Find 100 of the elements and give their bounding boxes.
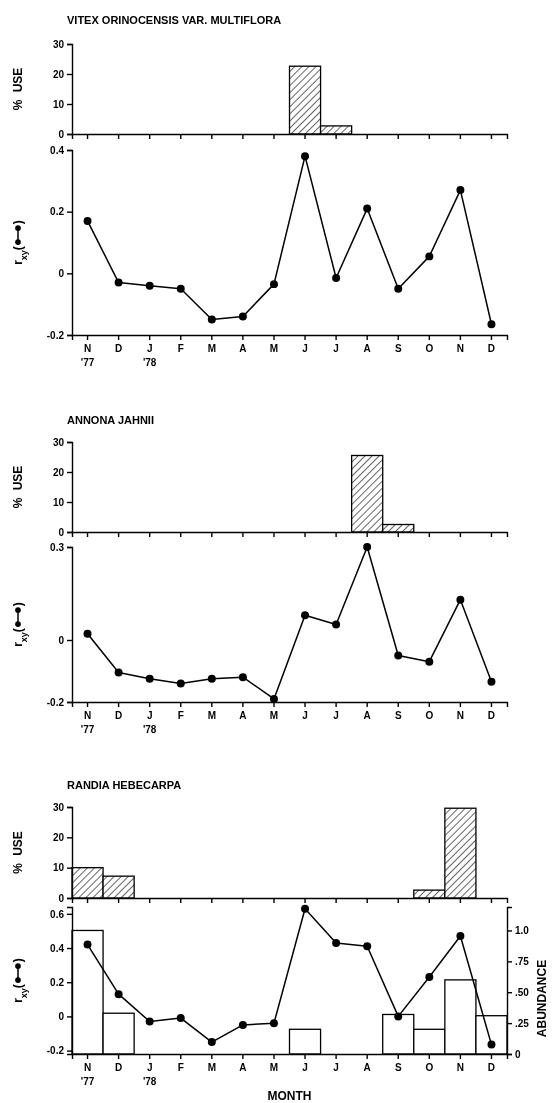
x-tick-label: J — [302, 710, 308, 722]
point — [456, 186, 465, 195]
y-tick-label: 0.4 — [50, 144, 65, 156]
y-axis-title: % USE — [11, 831, 25, 874]
point — [332, 273, 341, 282]
y-tick-label: 10 — [52, 496, 65, 508]
point — [238, 1020, 247, 1029]
x-tick-label: N '77 — [80, 343, 95, 369]
x-tick-label: N — [456, 710, 465, 722]
point — [487, 320, 496, 329]
x-tick-label: A — [239, 710, 247, 722]
x-tick-label: J — [333, 710, 339, 722]
x-tick-label: A — [363, 1062, 371, 1074]
x-tick-label: J — [302, 1062, 308, 1074]
chart-title: RANDIA HEBECARPA — [67, 779, 182, 791]
x-tick-label: D — [487, 710, 496, 722]
y-tick-label: 0.6 — [50, 908, 65, 920]
point — [456, 595, 465, 604]
point — [425, 252, 434, 261]
x-tick-label: D — [114, 710, 123, 722]
x-tick-label: J '78 — [142, 710, 157, 736]
point — [114, 990, 123, 999]
x-tick-label: N '77 — [80, 1062, 95, 1088]
point — [394, 284, 403, 293]
y2-tick-label: 1.0 — [515, 925, 530, 937]
point — [238, 673, 247, 682]
x-tick-label: J — [302, 343, 308, 355]
y-tick-label: 0.3 — [50, 541, 65, 553]
x-tick-label: N '77 — [80, 710, 95, 736]
x-tick-label: M — [269, 710, 279, 722]
y2-tick-label: .50 — [515, 986, 530, 998]
point — [114, 668, 123, 677]
point — [394, 651, 403, 660]
x-tick-label: J — [333, 1062, 339, 1074]
y-tick-label: -0.2 — [46, 329, 65, 341]
x-tick-label: A — [363, 343, 371, 355]
y-tick-label: 0 — [58, 526, 65, 538]
y-tick-label: 0.4 — [50, 942, 65, 954]
point — [269, 1019, 278, 1028]
x-tick-label: M — [269, 343, 279, 355]
y-tick-label: 20 — [52, 832, 65, 844]
y-tick-label: 20 — [52, 68, 65, 80]
y2-tick-label: .25 — [515, 1017, 530, 1029]
x-tick-label: D — [487, 1062, 496, 1074]
y-tick-label: 0.2 — [50, 206, 65, 218]
y2-tick-label: .75 — [515, 956, 530, 968]
x-tick-label: O — [425, 710, 434, 722]
x-tick-label: O — [425, 343, 434, 355]
x-tick-label: F — [177, 710, 184, 722]
point — [332, 938, 341, 947]
point — [207, 674, 216, 683]
y2-tick-label: 0 — [515, 1048, 521, 1060]
point — [176, 284, 185, 293]
point — [301, 904, 310, 913]
point — [83, 940, 92, 949]
point — [114, 278, 123, 287]
x-tick-label: J — [333, 343, 339, 355]
y-axis-title: % USE — [11, 465, 25, 509]
x-tick-label: A — [363, 710, 371, 722]
point — [145, 674, 154, 683]
x-tick-label: M — [207, 710, 216, 722]
point — [269, 280, 278, 289]
chart-title: VITEX ORINOCENSIS VAR. MULTIFLORA — [67, 14, 282, 26]
point — [145, 281, 154, 290]
y-tick-label: 0.2 — [50, 976, 65, 988]
point — [487, 1040, 496, 1049]
x-tick-label: F — [177, 343, 184, 355]
x-tick-label: M — [269, 1062, 279, 1074]
y-tick-label: 0 — [58, 128, 65, 140]
y-tick-label: 0 — [58, 634, 65, 646]
y2-axis-title: ABUNDANCE — [535, 959, 549, 1038]
point — [145, 1017, 154, 1026]
y-tick-label: -0.2 — [46, 696, 65, 708]
x-tick-label: A — [239, 343, 247, 355]
x-tick-label: S — [394, 343, 402, 355]
y-tick-label: 0 — [58, 1011, 65, 1023]
point — [269, 694, 278, 703]
x-tick-label: D — [114, 343, 123, 355]
point — [83, 629, 92, 638]
point — [363, 942, 372, 951]
x-tick-label: S — [394, 710, 402, 722]
point — [83, 216, 92, 225]
y-tick-label: 0 — [58, 268, 65, 280]
x-tick-label: O — [425, 1062, 434, 1074]
x-tick-label: D — [114, 1062, 123, 1074]
x-tick-label: M — [207, 343, 216, 355]
point — [487, 677, 496, 686]
point — [207, 1038, 216, 1047]
y-tick-label: 30 — [52, 801, 65, 813]
point — [425, 657, 434, 666]
x-tick-label: D — [487, 343, 496, 355]
x-tick-label: S — [394, 1062, 402, 1074]
x-tick-label: M — [207, 1062, 216, 1074]
point — [176, 679, 185, 688]
x-tick-label: N — [456, 343, 465, 355]
y-axis-title: % USE — [11, 67, 25, 111]
point — [301, 611, 310, 620]
y-tick-label: -0.2 — [46, 1045, 65, 1057]
point — [207, 315, 216, 324]
x-tick-label: J '78 — [142, 1062, 157, 1088]
